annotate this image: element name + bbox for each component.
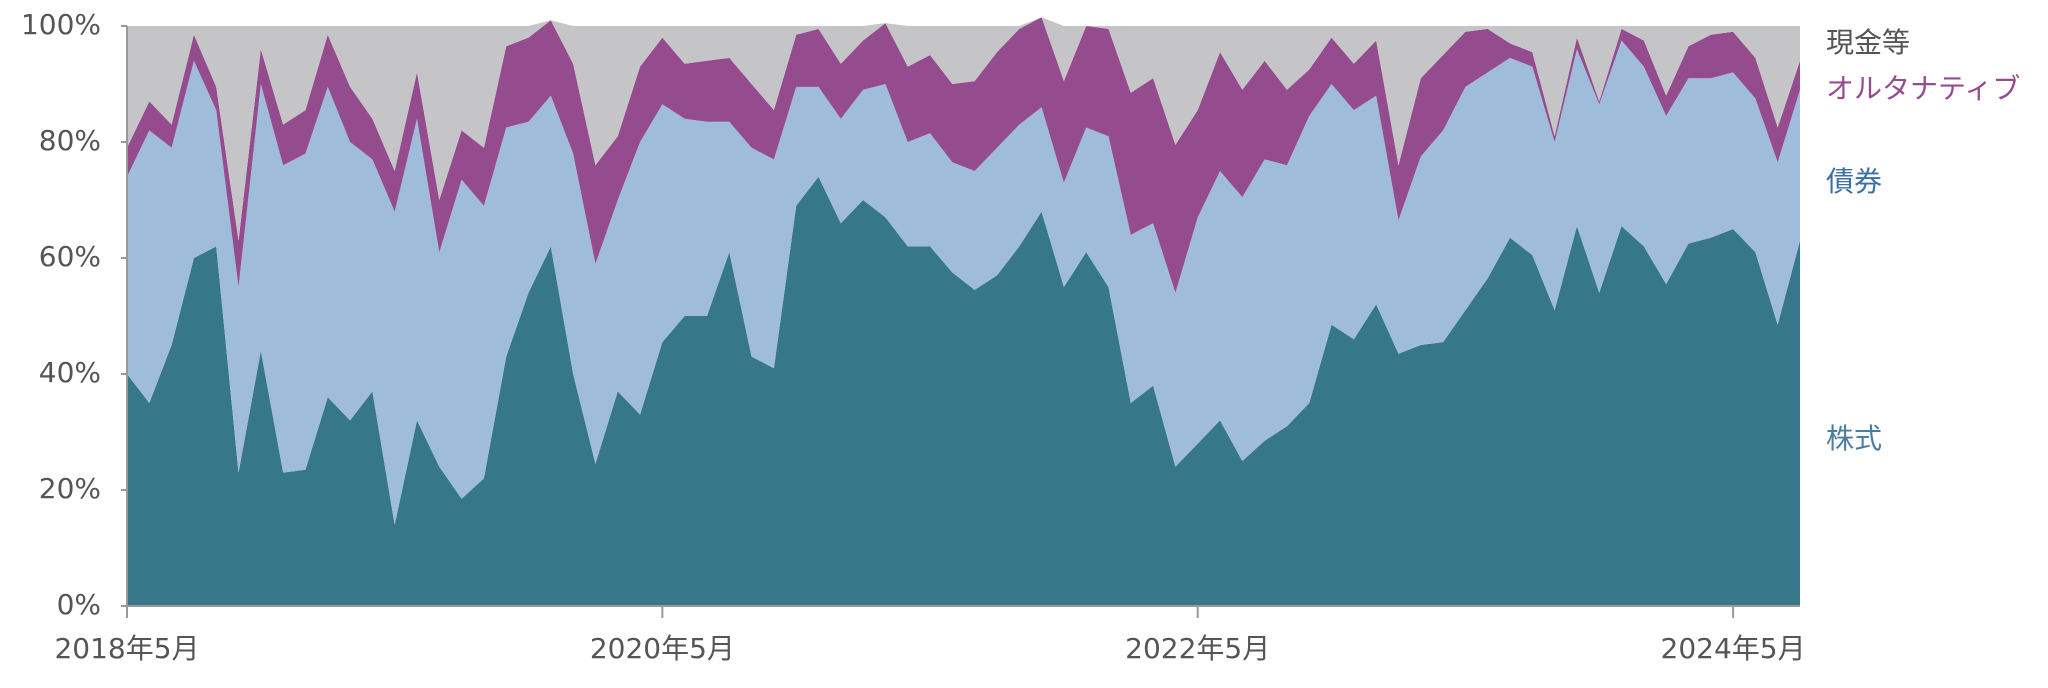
area bbox=[127, 40, 1800, 525]
area bbox=[127, 176, 1800, 607]
legend-label: 現金等 bbox=[1826, 26, 1910, 59]
x-tick-label: 2020年5月 bbox=[590, 632, 735, 665]
y-tick-label: 60% bbox=[39, 240, 101, 273]
x-tick-label: 2024年5月 bbox=[1661, 632, 1806, 665]
legend-label: オルタナティブ bbox=[1826, 72, 2020, 105]
y-tick-label: 0% bbox=[57, 588, 101, 621]
y-tick-label: 100% bbox=[21, 8, 101, 41]
y-tick-label: 80% bbox=[39, 124, 101, 157]
y-tick-label: 20% bbox=[39, 472, 101, 505]
y-tick-label: 40% bbox=[39, 356, 101, 389]
area bbox=[127, 17, 1800, 241]
x-tick-label: 2018年5月 bbox=[54, 632, 199, 665]
legend-label: 株式 bbox=[1826, 422, 1882, 455]
legend-label: 債券 bbox=[1826, 165, 1882, 198]
x-tick-label: 2022年5月 bbox=[1125, 632, 1270, 665]
area bbox=[127, 17, 1800, 293]
